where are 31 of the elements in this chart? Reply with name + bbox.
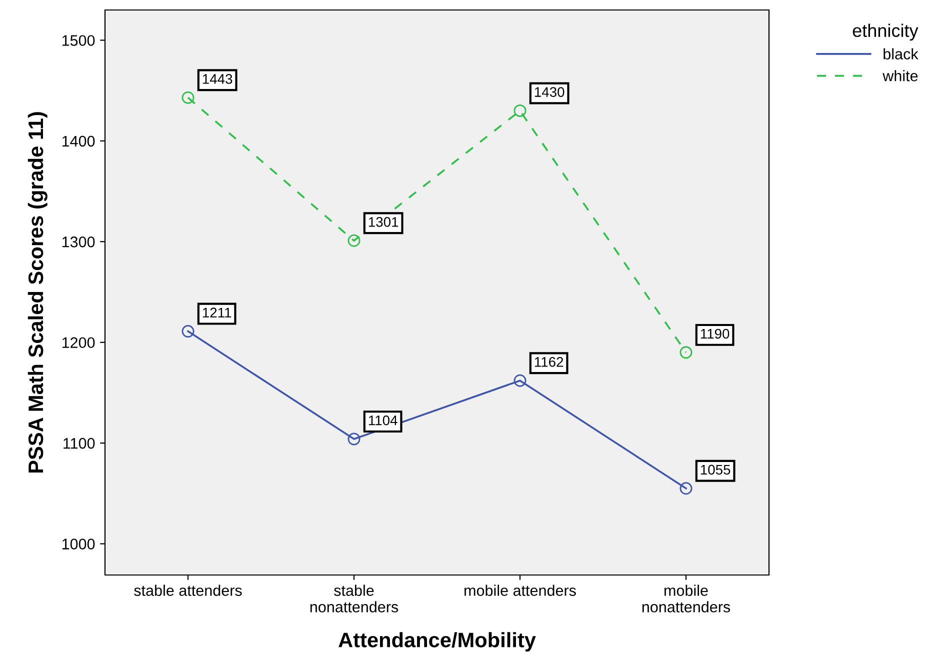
point <box>348 432 360 446</box>
y-tick-label: 1400 <box>62 136 95 147</box>
data-label: 1104 <box>368 415 398 426</box>
x-axis-title: Attendance/Mobility <box>338 632 536 652</box>
legend-title: ethnicity <box>852 24 918 41</box>
data-label: 1443 <box>202 74 232 84</box>
point <box>182 325 194 338</box>
legend-label: black <box>884 48 918 60</box>
data-label: 1162 <box>534 357 564 367</box>
point <box>680 346 692 359</box>
data-label: 1055 <box>700 464 730 475</box>
data-label: 1211 <box>202 308 232 318</box>
y-tick-label: 1000 <box>62 538 95 550</box>
x-tick-label: mobile nonattenders <box>642 584 730 612</box>
x-tick-label: stable attenders <box>134 584 242 596</box>
legend-label: white <box>882 70 918 82</box>
data-label: 1190 <box>700 328 730 339</box>
y-tick-label: 1100 <box>64 438 95 449</box>
point <box>680 482 692 495</box>
data-label: 1301 <box>368 217 398 227</box>
y-axis-title: PSSA Math Scaled Scores (grade 11) <box>28 112 48 472</box>
point <box>182 91 194 104</box>
data-label: 1430 <box>534 87 564 97</box>
point <box>348 234 360 247</box>
point <box>514 374 526 387</box>
x-tick-label: stable nonattenders <box>310 584 398 612</box>
y-tick-label: 1200 <box>62 337 95 348</box>
y-tick-label: 1300 <box>62 236 95 248</box>
y-tick-label: 1500 <box>62 35 95 46</box>
point <box>514 104 526 117</box>
x-tick-label: mobile attenders <box>464 584 576 596</box>
